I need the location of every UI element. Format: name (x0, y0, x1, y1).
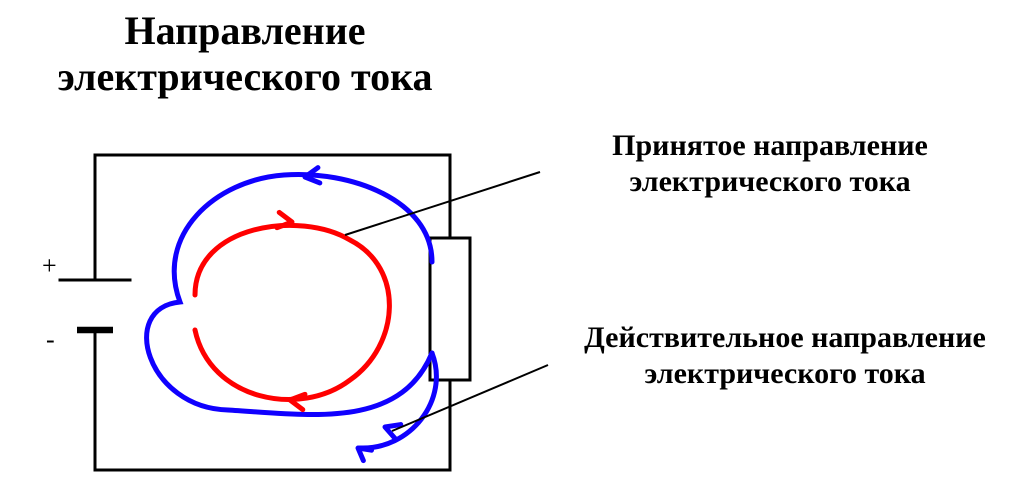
red-loop (195, 212, 389, 409)
battery-labels: +- (42, 251, 57, 354)
circuit-diagram: +- (0, 0, 1024, 503)
blue-loop (147, 168, 437, 461)
battery-symbol (60, 280, 130, 330)
battery-minus-label: - (46, 325, 55, 354)
battery-plus-label: + (42, 251, 57, 280)
